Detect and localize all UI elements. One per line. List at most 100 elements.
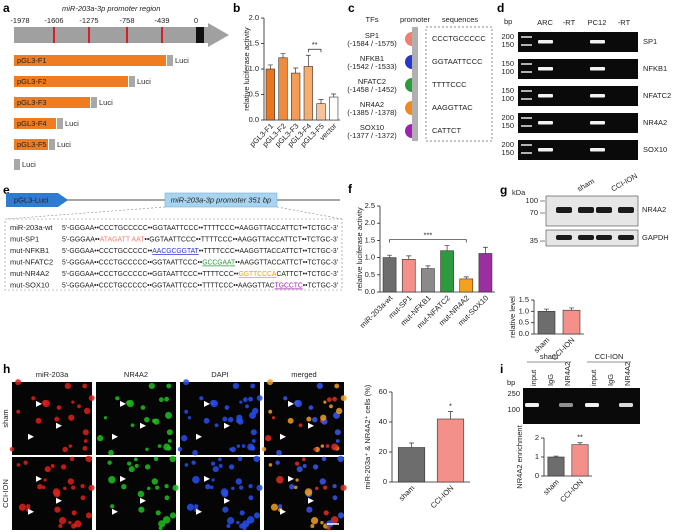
tf-range: (-1584 / -1575) [347,39,397,48]
cell [187,416,192,420]
cell [336,407,343,415]
bar [329,96,339,121]
luci-box [129,76,135,87]
y-tick-label: 60 [379,387,387,396]
tf-name: SOX10 [360,123,384,132]
lane-label: -RT [618,18,631,27]
cell [194,504,199,509]
bar [421,268,435,293]
cell [158,526,163,531]
cell [84,407,91,415]
error-bar [463,276,469,279]
cell [71,485,76,490]
panel-label: i [500,362,503,376]
error-bar [444,245,450,251]
cell [337,512,345,519]
cell [222,416,228,422]
cell [295,478,299,482]
marker-label: 100 [501,94,514,103]
cell [169,455,176,463]
cell [155,510,161,516]
panel-label: f [348,182,353,196]
lane-label: NR4A2 [623,362,632,386]
cell [261,446,267,452]
cell [68,444,73,448]
sequence-box [425,26,493,142]
luci-box [49,139,55,150]
band [590,67,605,71]
band [585,403,599,407]
cell [265,435,272,442]
gel [518,32,638,52]
construct-name: miR-203a-wt [10,223,53,232]
cell [312,416,318,423]
tf-sequence: TTTTCCC [432,80,467,89]
y-axis-label: relative level [508,296,517,338]
cell [302,457,306,462]
cell [326,397,332,403]
cell [332,495,338,501]
cell [164,396,169,402]
cell [192,449,198,456]
cell [242,397,248,403]
position-label: 0 [194,16,198,25]
binding-site [405,78,412,92]
arrow [280,433,286,440]
sequence: 5'-GGGAA••CCCTGCCCCC••GGTAATTCCC••TTTTCC… [62,269,339,278]
cell [23,460,28,465]
cell [103,416,108,420]
luci-label: Luci [175,56,189,65]
error-bar [577,442,583,445]
construct-bar [14,139,48,150]
arrow [224,422,230,429]
y-axis-label: miR-203a⁺ & NR4A2⁺ cells (%) [363,384,372,489]
cell [229,447,233,451]
arrow [196,433,202,440]
cell [218,463,223,468]
cell [138,506,145,513]
cell [323,510,329,516]
cell [205,484,211,490]
protein-label: NR4A2 [642,205,666,214]
group-label: sham [1,409,10,427]
y-tick-label: 1.0 [249,64,259,73]
protein-band [596,235,612,240]
cell [77,404,81,409]
ladder-band [521,152,532,154]
gel [518,86,638,106]
cell [153,418,160,425]
construct-bar [14,97,90,108]
band [538,94,553,98]
y-tick-label: 0.0 [249,115,259,124]
arrow [288,475,294,482]
cell [334,429,341,436]
cell [276,449,282,456]
construct-bar [14,55,166,66]
mutated-site: TGCCTC [275,280,304,289]
protein-label: GAPDH [642,233,669,242]
y-tick-label: 1 [535,452,539,461]
tf-name: SP1 [365,31,379,40]
cell [134,463,139,468]
channel-label: miR-203a [36,370,69,379]
cell [128,466,135,473]
lane-label: PC12 [588,18,607,27]
position-label: -1978 [10,16,29,25]
cell [71,510,77,516]
error-bar [482,246,488,254]
cell [256,395,263,402]
bar [278,57,288,121]
y-tick-label: 1.0 [519,306,529,315]
unit-label: kDa [512,188,526,197]
cell [253,455,260,463]
cell [326,526,331,531]
band [525,403,539,407]
cell [332,483,337,489]
cell [302,463,307,468]
cell [256,484,263,491]
tf-name: NR4A2 [360,100,384,109]
y-tick-label: 0.5 [519,318,529,327]
bar [440,250,454,293]
y-tick-label: 40 [379,417,387,426]
cell [172,484,179,491]
